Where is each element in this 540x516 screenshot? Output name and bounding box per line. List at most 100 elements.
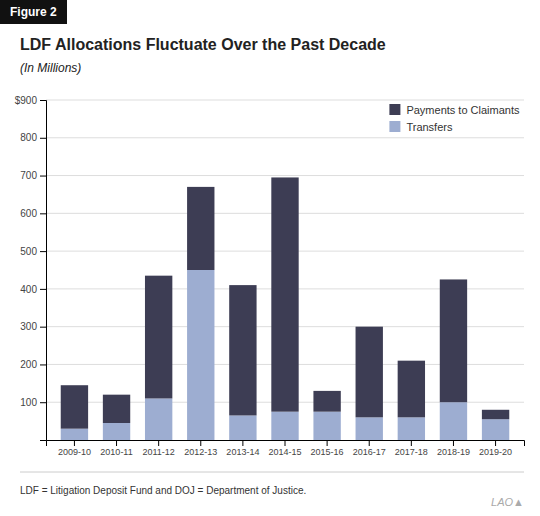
x-tick: 2011-12 xyxy=(142,440,174,457)
legend: Payments to Claimants Transfers xyxy=(389,104,520,133)
y-tick-label: 400 xyxy=(20,284,37,295)
y-tick: 500 xyxy=(20,246,46,257)
y-tick: 600 xyxy=(20,208,46,219)
x-tick-label: 2014-15 xyxy=(268,447,301,457)
bar xyxy=(229,285,256,415)
y-tick-mark xyxy=(40,289,46,290)
y-tick-label: 500 xyxy=(20,246,37,257)
legend-label: Payments to Claimants xyxy=(406,104,520,116)
bar xyxy=(440,279,467,402)
bar xyxy=(440,402,467,440)
y-tick-mark xyxy=(40,251,46,252)
x-tick: 2010-11 xyxy=(100,440,132,457)
legend-item: Payments to Claimants xyxy=(389,104,520,116)
x-tick-label: 2018-19 xyxy=(437,447,470,457)
series xyxy=(61,177,510,428)
figure-label: Figure 2 xyxy=(0,0,67,24)
y-tick-label: 200 xyxy=(20,359,37,370)
bar xyxy=(61,429,88,440)
legend-label: Transfers xyxy=(406,121,453,133)
x-tick-label: 2016-17 xyxy=(353,447,386,457)
y-axis: 100 200 300 400 500 600 700 800 $900 xyxy=(15,95,47,441)
x-tick-mark xyxy=(200,440,201,446)
bars xyxy=(61,177,510,440)
x-tick: 2012-13 xyxy=(184,440,217,457)
x-tick-label: 2010-11 xyxy=(100,447,132,457)
bar xyxy=(187,187,214,270)
x-tick-mark xyxy=(242,440,243,446)
bar xyxy=(482,410,509,419)
bar xyxy=(103,395,130,423)
x-tick: 2018-19 xyxy=(437,440,470,457)
bar xyxy=(271,177,298,411)
y-tick-label: 100 xyxy=(20,397,37,408)
y-tick-mark xyxy=(40,364,46,365)
x-axis-line xyxy=(47,441,525,447)
y-tick: 800 xyxy=(20,132,46,143)
x-tick-label: 2019-20 xyxy=(479,447,512,457)
y-tick-mark xyxy=(40,213,46,214)
bar xyxy=(103,423,130,440)
x-tick-mark xyxy=(116,440,117,446)
legend-item: Transfers xyxy=(389,121,453,133)
separator xyxy=(20,472,524,473)
grid-line xyxy=(46,100,524,101)
x-tick: 2017-18 xyxy=(395,440,428,457)
bar xyxy=(313,391,340,412)
bar xyxy=(145,398,172,440)
bar xyxy=(187,270,214,440)
y-tick-mark xyxy=(40,138,46,139)
x-tick-mark xyxy=(285,440,286,446)
x-tick: 2009-10 xyxy=(58,440,91,457)
bar xyxy=(398,361,425,418)
y-tick: 400 xyxy=(20,284,46,295)
x-tick-label: 2015-16 xyxy=(311,447,344,457)
y-tick-mark xyxy=(40,176,46,177)
x-tick-label: 2012-13 xyxy=(184,447,217,457)
y-tick-label: 600 xyxy=(20,208,37,219)
x-axis: 2009-10 2010-11 2011-12 2012-13 2013-14 2014-… xyxy=(47,440,525,457)
x-tick-label: 2017-18 xyxy=(395,447,428,457)
x-tick-mark xyxy=(495,440,496,446)
x-tick-mark xyxy=(74,440,75,446)
bar xyxy=(482,419,509,440)
x-tick: 2014-15 xyxy=(268,440,301,457)
y-tick: 200 xyxy=(20,359,46,370)
y-tick: $900 xyxy=(15,95,46,106)
bar xyxy=(398,417,425,440)
chart: Figure 2 LDF Allocations Fluctuate Over t… xyxy=(0,0,540,516)
x-tick: 2015-16 xyxy=(311,440,344,457)
title: LDF Allocations Fluctuate Over the Past … xyxy=(20,36,386,53)
x-tick: 2019-20 xyxy=(479,440,512,457)
x-tick: 2016-17 xyxy=(353,440,386,457)
y-tick: 700 xyxy=(20,170,46,181)
y-tick-label: 800 xyxy=(20,132,37,143)
legend-swatch xyxy=(389,121,400,132)
bar xyxy=(229,415,256,440)
subtitle: (In Millions) xyxy=(20,61,81,75)
logo: LAO▲ xyxy=(491,496,524,508)
y-tick-mark xyxy=(40,402,46,403)
x-tick-mark xyxy=(369,440,370,446)
y-tick-label: 700 xyxy=(20,170,37,181)
figure-label-text: Figure 2 xyxy=(10,5,57,19)
y-tick-mark xyxy=(40,327,46,328)
bar xyxy=(313,412,340,440)
figure-label-box xyxy=(0,0,67,24)
footnote: LDF = Litigation Deposit Fund and DOJ = … xyxy=(20,485,306,496)
x-tick-mark xyxy=(327,440,328,446)
x-tick-mark xyxy=(411,440,412,446)
x-tick-mark xyxy=(453,440,454,446)
bar xyxy=(145,276,172,399)
bar xyxy=(356,327,383,418)
plot: 100 200 300 400 500 600 700 800 $900 2009-10 2010-… xyxy=(15,95,525,458)
y-tick: 300 xyxy=(20,321,46,332)
x-tick-label: 2009-10 xyxy=(58,447,91,457)
y-tick-label: $900 xyxy=(15,95,38,106)
grid-line xyxy=(46,175,524,176)
bar xyxy=(271,412,298,440)
x-tick-mark xyxy=(158,440,159,446)
legend-swatch xyxy=(389,104,400,115)
x-tick-label: 2011-12 xyxy=(142,447,174,457)
x-tick: 2013-14 xyxy=(226,440,259,457)
